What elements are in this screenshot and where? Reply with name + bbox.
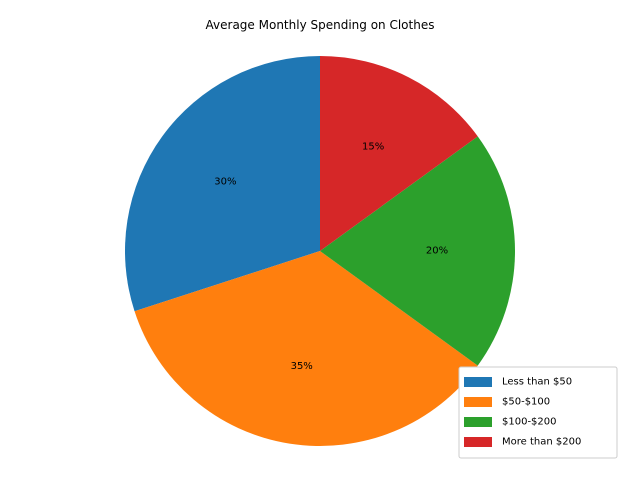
legend-swatch-1 — [464, 377, 492, 387]
pie-slice-2 — [134, 251, 478, 447]
percent-labels: 30% 35% 20% 15% — [214, 141, 448, 372]
legend-frame — [458, 366, 618, 459]
pie-slice-1 — [124, 56, 320, 312]
pie-slices — [124, 56, 515, 447]
legend: Less than $50 $50-$100 $100-$200 More than … — [458, 366, 618, 459]
pie-slice-4 — [320, 56, 478, 251]
slice-percent-label-3: 20% — [426, 246, 448, 257]
legend-swatch-3 — [464, 417, 492, 427]
legend-label-1: Less than $50 — [502, 377, 572, 388]
legend-label-3: $100-$200 — [502, 417, 557, 428]
legend-swatch-4 — [464, 437, 492, 447]
legend-swatch-2 — [464, 397, 492, 407]
chart-title: Average Monthly Spending on Clothes — [206, 18, 435, 32]
legend-label-2: $50-$100 — [502, 397, 550, 408]
slice-percent-label-2: 35% — [291, 361, 313, 372]
slice-percent-label-1: 30% — [214, 177, 236, 188]
slice-percent-label-4: 15% — [362, 141, 384, 152]
legend-label-4: More than $200 — [502, 437, 581, 448]
pie-slice-3 — [320, 136, 515, 366]
